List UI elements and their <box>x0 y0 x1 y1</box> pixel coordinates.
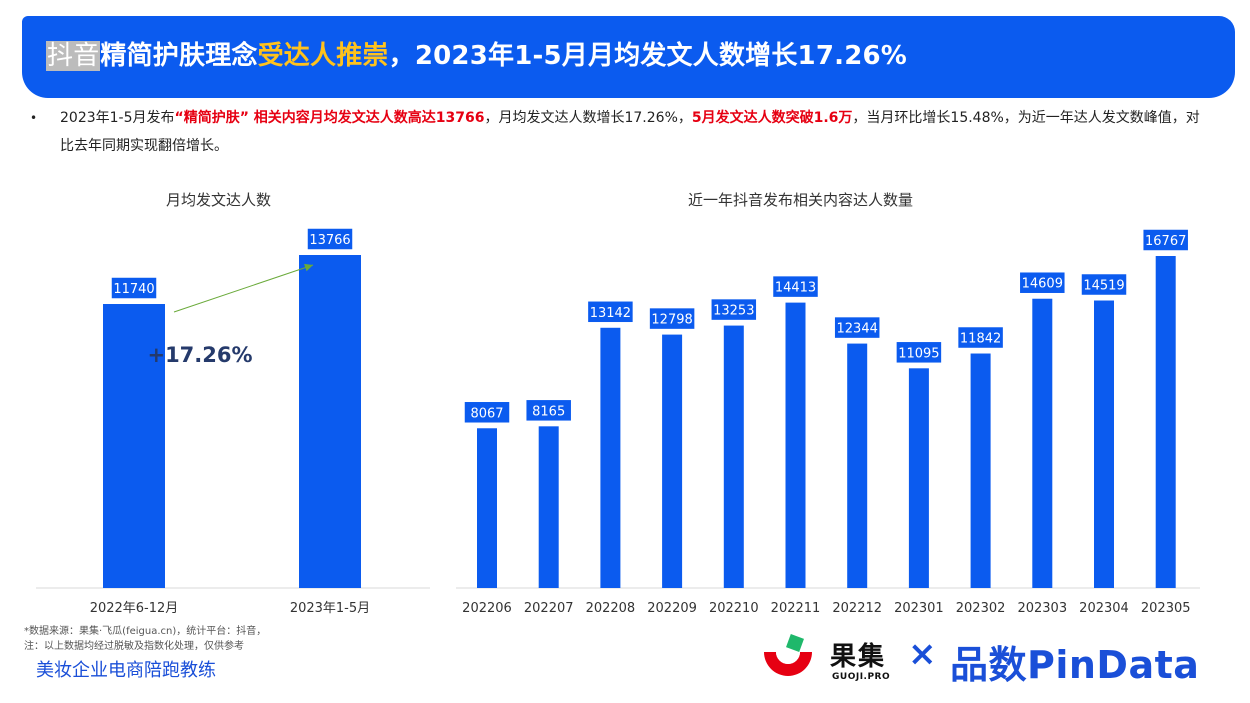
summary-text-1: 2023年1-5月发布 <box>60 110 175 126</box>
right-bar-label-box <box>648 306 696 331</box>
summary-text: 2023年1-5月发布“精简护肤” 相关内容月均发文达人数高达13766，月均发… <box>60 104 1210 160</box>
right-bar <box>662 334 683 588</box>
right-bar-label: 16767 <box>1145 234 1186 249</box>
right-bar <box>723 325 744 588</box>
page-title: 抖音精简护肤理念受达人推崇，2023年1-5月月均发文人数增长17.26% <box>46 36 907 76</box>
right-bar-label: 8067 <box>470 406 503 421</box>
source-note-line2: 注：以上数据均经过脱敏及指数化处理，仅供参考 <box>24 641 244 652</box>
left-x-tick: 2022年6-12月 <box>90 601 179 616</box>
right-bar-label: 14413 <box>775 281 816 296</box>
source-note: *数据来源：果集·飞瓜(feigua.cn)，统计平台：抖音， 注：以上数据均经… <box>24 624 266 654</box>
title-concept: 精简护肤理念 <box>100 41 258 71</box>
bullet-marker: • <box>30 111 38 125</box>
right-bar <box>1155 256 1176 588</box>
right-bar <box>1032 298 1053 588</box>
title-highlight: 受达人推崇 <box>257 41 389 71</box>
brand-logos: 果集 GUOJI.PRO × 品数PinData <box>760 634 1235 690</box>
left-bar-label-box <box>110 276 158 300</box>
right-bar-label: 13142 <box>590 306 631 321</box>
right-x-tick: 202304 <box>1079 601 1129 616</box>
right-bar <box>785 302 806 588</box>
right-x-tick: 202208 <box>586 601 636 616</box>
right-x-tick: 202212 <box>832 601 882 616</box>
title-growth: ，2023年1-5月月均发文人数增长17.26% <box>388 41 908 71</box>
right-bar-label: 12344 <box>837 322 878 337</box>
right-x-tick: 202210 <box>709 601 759 616</box>
left-x-tick: 2023年1-5月 <box>290 601 370 616</box>
guoji-logo-icon <box>764 634 812 676</box>
right-x-tick: 202303 <box>1017 601 1067 616</box>
right-bar-label: 14519 <box>1083 279 1124 294</box>
right-x-tick: 202305 <box>1141 601 1191 616</box>
right-bar-label-box <box>586 300 635 324</box>
right-bar-label: 8165 <box>532 404 565 419</box>
left-bar <box>299 255 361 588</box>
right-bar-label-box <box>1141 228 1190 252</box>
right-bar-label: 12798 <box>651 313 692 328</box>
right-bar <box>908 368 929 588</box>
right-bar-label-box <box>956 325 1005 350</box>
right-x-tick: 202211 <box>771 601 821 616</box>
right-x-tick: 202209 <box>647 601 697 616</box>
right-bar-label: 11095 <box>898 346 939 361</box>
summary-text-2: ，月均发文达人数增长17.26%， <box>484 110 692 126</box>
summary-text-3: ，当月环比增长15.48%，为近一年达人发文数峰值，对比去年同期实现翻倍增长。 <box>60 110 1200 154</box>
right-bar-label-box <box>895 340 943 365</box>
guoji-name: 果集 <box>830 642 887 672</box>
right-x-tick: 202206 <box>462 601 512 616</box>
right-bar-label-box <box>463 400 511 425</box>
right-bar <box>477 428 497 588</box>
left-chart-title: 月均发文达人数 <box>166 191 272 209</box>
left-bar-label: 13766 <box>309 233 350 248</box>
left-bar <box>103 304 165 588</box>
title-banner <box>22 16 1235 98</box>
growth-annotation: +17.26% <box>147 343 252 367</box>
right-bar-label-box <box>524 398 573 423</box>
guoji-sub: GUOJI.PRO <box>832 672 891 682</box>
growth-arrow-line <box>173 264 314 313</box>
right-bar <box>600 327 621 588</box>
right-bar-label-box <box>833 315 881 340</box>
right-bar-label-box <box>771 274 820 299</box>
right-bar-label: 11842 <box>960 332 1001 347</box>
coach-label: 美妆企业电商陪跑教练 <box>36 660 216 681</box>
right-bar <box>538 426 559 588</box>
source-note-line1: *数据来源：果集·飞瓜(feigua.cn)，统计平台：抖音， <box>24 626 267 637</box>
left-bar-label-box <box>306 227 354 251</box>
cross-mark: × <box>908 634 937 674</box>
right-bar-label: 13253 <box>713 304 754 319</box>
right-x-tick: 202207 <box>524 601 574 616</box>
right-bar-label-box <box>1080 272 1128 297</box>
right-chart-title: 近一年抖音发布相关内容达人数量 <box>688 191 914 209</box>
right-x-tick: 202301 <box>894 601 944 616</box>
summary-highlight-2: 5月发文达人数突破1.6万 <box>691 110 853 126</box>
left-bar-label: 11740 <box>113 282 154 297</box>
title-platform: 抖音 <box>46 41 101 71</box>
right-bar-label: 14609 <box>1022 277 1063 292</box>
right-bar <box>970 353 991 588</box>
right-bar <box>1094 300 1114 588</box>
right-bar-label-box <box>1018 270 1067 295</box>
summary-bullet: • 2023年1-5月发布“精简护肤” 相关内容月均发文达人数高达13766，月… <box>30 104 1210 160</box>
pindata-logo: 品数PinData <box>950 643 1200 687</box>
growth-arrow-head <box>304 263 313 272</box>
right-x-tick: 202302 <box>956 601 1006 616</box>
right-bar-label-box <box>710 297 758 322</box>
right-bar <box>847 343 868 588</box>
summary-highlight-1: “精简护肤” 相关内容月均发文达人数高达13766 <box>174 110 485 126</box>
